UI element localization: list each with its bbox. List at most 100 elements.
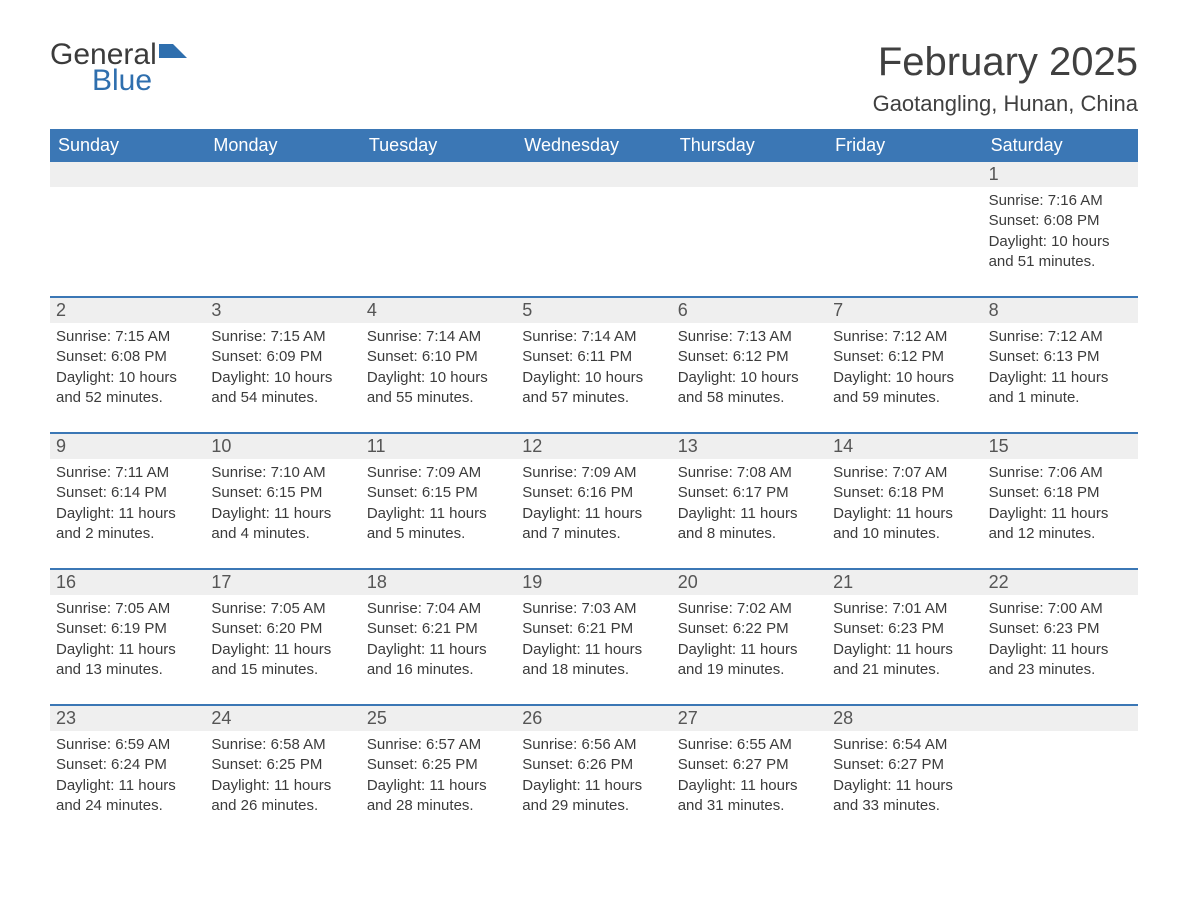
- weekday-header-row: Sunday Monday Tuesday Wednesday Thursday…: [50, 129, 1138, 162]
- sunset-text: Sunset: 6:12 PM: [833, 347, 976, 367]
- sunrise-text: Sunrise: 7:12 AM: [833, 327, 976, 347]
- location-label: Gaotangling, Hunan, China: [873, 91, 1138, 117]
- day-number: 27: [672, 706, 827, 731]
- sunrise-text: Sunrise: 7:04 AM: [367, 599, 510, 619]
- day-cell: Sunrise: 6:55 AMSunset: 6:27 PMDaylight:…: [672, 731, 827, 826]
- daylight-text: Daylight: 11 hours and 24 minutes.: [56, 776, 199, 817]
- day-cell: Sunrise: 7:09 AMSunset: 6:15 PMDaylight:…: [361, 459, 516, 554]
- weekday-header: Saturday: [983, 129, 1138, 162]
- daylight-text: Daylight: 10 hours and 51 minutes.: [989, 232, 1132, 273]
- sunset-text: Sunset: 6:20 PM: [211, 619, 354, 639]
- sunrise-text: Sunrise: 7:03 AM: [522, 599, 665, 619]
- day-cell: [672, 187, 827, 282]
- daylight-text: Daylight: 10 hours and 59 minutes.: [833, 368, 976, 409]
- day-cell: Sunrise: 7:05 AMSunset: 6:19 PMDaylight:…: [50, 595, 205, 690]
- sunset-text: Sunset: 6:19 PM: [56, 619, 199, 639]
- day-cell: Sunrise: 7:15 AMSunset: 6:09 PMDaylight:…: [205, 323, 360, 418]
- day-number: 28: [827, 706, 982, 731]
- sunrise-text: Sunrise: 7:16 AM: [989, 191, 1132, 211]
- sunrise-text: Sunrise: 7:08 AM: [678, 463, 821, 483]
- day-cell: Sunrise: 7:06 AMSunset: 6:18 PMDaylight:…: [983, 459, 1138, 554]
- daylight-text: Daylight: 11 hours and 29 minutes.: [522, 776, 665, 817]
- sunset-text: Sunset: 6:08 PM: [56, 347, 199, 367]
- sunrise-text: Sunrise: 7:00 AM: [989, 599, 1132, 619]
- day-number: 16: [50, 570, 205, 595]
- sunrise-text: Sunrise: 7:06 AM: [989, 463, 1132, 483]
- day-number: 17: [205, 570, 360, 595]
- day-cell: Sunrise: 6:58 AMSunset: 6:25 PMDaylight:…: [205, 731, 360, 826]
- day-cell: Sunrise: 7:16 AMSunset: 6:08 PMDaylight:…: [983, 187, 1138, 282]
- logo-flag-icon: [159, 44, 187, 58]
- day-number: [361, 162, 516, 187]
- daylight-text: Daylight: 11 hours and 1 minute.: [989, 368, 1132, 409]
- day-cell: Sunrise: 6:57 AMSunset: 6:25 PMDaylight:…: [361, 731, 516, 826]
- day-cell: Sunrise: 7:11 AMSunset: 6:14 PMDaylight:…: [50, 459, 205, 554]
- day-number: 11: [361, 434, 516, 459]
- sunset-text: Sunset: 6:27 PM: [678, 755, 821, 775]
- day-number: 21: [827, 570, 982, 595]
- header: General Blue February 2025 Gaotangling, …: [50, 40, 1138, 117]
- daylight-text: Daylight: 11 hours and 7 minutes.: [522, 504, 665, 545]
- day-cell: Sunrise: 7:05 AMSunset: 6:20 PMDaylight:…: [205, 595, 360, 690]
- daylight-text: Daylight: 11 hours and 10 minutes.: [833, 504, 976, 545]
- weekday-header: Monday: [205, 129, 360, 162]
- weekday-header: Wednesday: [516, 129, 671, 162]
- sunset-text: Sunset: 6:18 PM: [833, 483, 976, 503]
- day-number: [672, 162, 827, 187]
- day-cell: Sunrise: 6:59 AMSunset: 6:24 PMDaylight:…: [50, 731, 205, 826]
- weekday-header: Sunday: [50, 129, 205, 162]
- sunrise-text: Sunrise: 7:15 AM: [56, 327, 199, 347]
- sunrise-text: Sunrise: 7:13 AM: [678, 327, 821, 347]
- sunrise-text: Sunrise: 6:57 AM: [367, 735, 510, 755]
- daylight-text: Daylight: 10 hours and 58 minutes.: [678, 368, 821, 409]
- day-number: 10: [205, 434, 360, 459]
- day-cell: [205, 187, 360, 282]
- sunrise-text: Sunrise: 7:11 AM: [56, 463, 199, 483]
- logo: General Blue: [50, 40, 187, 96]
- day-number: 22: [983, 570, 1138, 595]
- daylight-text: Daylight: 11 hours and 15 minutes.: [211, 640, 354, 681]
- daylight-text: Daylight: 11 hours and 5 minutes.: [367, 504, 510, 545]
- day-number: 20: [672, 570, 827, 595]
- day-cell: Sunrise: 7:02 AMSunset: 6:22 PMDaylight:…: [672, 595, 827, 690]
- day-number-row: 1: [50, 162, 1138, 187]
- day-number: 3: [205, 298, 360, 323]
- day-number: 18: [361, 570, 516, 595]
- day-cell: [983, 731, 1138, 826]
- week-row: 1Sunrise: 7:16 AMSunset: 6:08 PMDaylight…: [50, 162, 1138, 282]
- daylight-text: Daylight: 10 hours and 54 minutes.: [211, 368, 354, 409]
- day-cell: Sunrise: 7:10 AMSunset: 6:15 PMDaylight:…: [205, 459, 360, 554]
- daylight-text: Daylight: 11 hours and 16 minutes.: [367, 640, 510, 681]
- day-cell: Sunrise: 7:07 AMSunset: 6:18 PMDaylight:…: [827, 459, 982, 554]
- day-cell: [50, 187, 205, 282]
- day-number: [516, 162, 671, 187]
- daylight-text: Daylight: 11 hours and 8 minutes.: [678, 504, 821, 545]
- sunset-text: Sunset: 6:23 PM: [989, 619, 1132, 639]
- page-title: February 2025: [873, 40, 1138, 85]
- sunset-text: Sunset: 6:15 PM: [367, 483, 510, 503]
- day-number: 9: [50, 434, 205, 459]
- daylight-text: Daylight: 11 hours and 13 minutes.: [56, 640, 199, 681]
- sunset-text: Sunset: 6:27 PM: [833, 755, 976, 775]
- day-number: 26: [516, 706, 671, 731]
- sunrise-text: Sunrise: 7:09 AM: [522, 463, 665, 483]
- sunrise-text: Sunrise: 7:14 AM: [522, 327, 665, 347]
- sunrise-text: Sunrise: 6:59 AM: [56, 735, 199, 755]
- sunset-text: Sunset: 6:18 PM: [989, 483, 1132, 503]
- day-cell: Sunrise: 7:04 AMSunset: 6:21 PMDaylight:…: [361, 595, 516, 690]
- sunrise-text: Sunrise: 7:01 AM: [833, 599, 976, 619]
- day-cell: Sunrise: 6:54 AMSunset: 6:27 PMDaylight:…: [827, 731, 982, 826]
- day-number-row: 9101112131415: [50, 434, 1138, 459]
- day-cell: Sunrise: 7:12 AMSunset: 6:13 PMDaylight:…: [983, 323, 1138, 418]
- week-row: 16171819202122Sunrise: 7:05 AMSunset: 6:…: [50, 568, 1138, 690]
- sunset-text: Sunset: 6:23 PM: [833, 619, 976, 639]
- day-number: [827, 162, 982, 187]
- sunset-text: Sunset: 6:13 PM: [989, 347, 1132, 367]
- week-row: 2345678Sunrise: 7:15 AMSunset: 6:08 PMDa…: [50, 296, 1138, 418]
- day-number: 24: [205, 706, 360, 731]
- daylight-text: Daylight: 11 hours and 21 minutes.: [833, 640, 976, 681]
- day-cell: Sunrise: 7:12 AMSunset: 6:12 PMDaylight:…: [827, 323, 982, 418]
- sunset-text: Sunset: 6:17 PM: [678, 483, 821, 503]
- daylight-text: Daylight: 10 hours and 57 minutes.: [522, 368, 665, 409]
- daylight-text: Daylight: 11 hours and 4 minutes.: [211, 504, 354, 545]
